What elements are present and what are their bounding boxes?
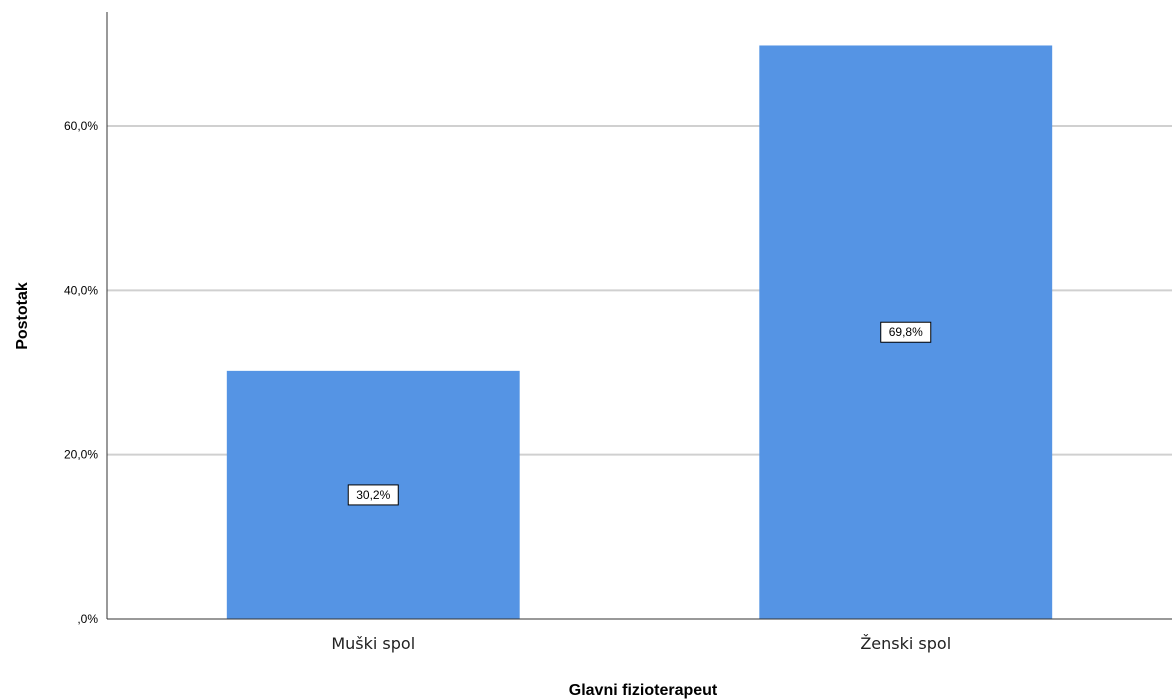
x-axis-title: Glavni fizioterapeut bbox=[569, 682, 718, 699]
data-label-box bbox=[880, 321, 932, 343]
data-label-text: 69,8% bbox=[889, 325, 923, 339]
y-tick-labels: ,0% 20,0% 40,0% 60,0% bbox=[64, 119, 98, 626]
y-tick-label: 40,0% bbox=[64, 283, 98, 297]
data-label-text: 30,2% bbox=[356, 488, 390, 502]
y-tick-label: 60,0% bbox=[64, 119, 98, 133]
y-tick-label: 20,0% bbox=[64, 448, 98, 462]
data-label-box bbox=[347, 484, 399, 506]
x-category-label: Ženski spol bbox=[860, 634, 951, 653]
x-category-label: Muški spol bbox=[331, 634, 415, 653]
y-tick-label: ,0% bbox=[77, 612, 98, 626]
data-labels: 30,2% 69,8% bbox=[347, 321, 932, 506]
y-axis-title: Postotak bbox=[14, 282, 31, 350]
data-label: 69,8% bbox=[880, 321, 932, 343]
data-label: 30,2% bbox=[347, 484, 399, 506]
x-category-labels: Muški spol Ženski spol bbox=[331, 634, 951, 653]
axes bbox=[106, 12, 1172, 620]
